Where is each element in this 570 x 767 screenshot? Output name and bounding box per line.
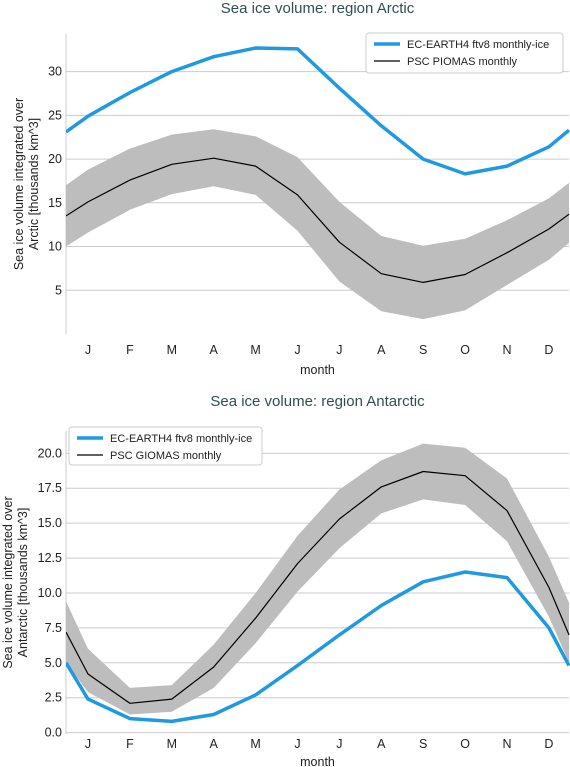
x-tick-label: A bbox=[210, 737, 219, 751]
legend-label: PSC PIOMAS monthly bbox=[407, 56, 518, 68]
y-tick-label: 2.5 bbox=[45, 691, 62, 705]
x-tick-label: F bbox=[126, 343, 134, 357]
x-tick-label: J bbox=[85, 737, 91, 751]
x-tick-label: N bbox=[502, 343, 511, 357]
x-tick-label: F bbox=[126, 737, 134, 751]
legend-label: PSC GIOMAS monthly bbox=[110, 450, 222, 462]
y-tick-label: 10.0 bbox=[38, 586, 62, 600]
y-tick-label: 12.5 bbox=[38, 551, 62, 565]
legend-frame bbox=[68, 426, 263, 466]
legend: EC-EARTH4 ftv8 monthly-ice PSC GIOMAS mon… bbox=[68, 426, 263, 466]
x-tick-label: J bbox=[294, 343, 300, 357]
y-tick-label: 30 bbox=[48, 65, 62, 79]
y-tick-label: 0.0 bbox=[45, 726, 62, 740]
x-axis-label: month bbox=[300, 363, 335, 377]
y-tick-label: 5.0 bbox=[45, 656, 62, 670]
series-line-model bbox=[66, 570, 570, 724]
y-axis-label-line: Sea ice volume integrated over bbox=[1, 496, 15, 668]
x-tick-label: M bbox=[250, 343, 260, 357]
x-tick-label: M bbox=[167, 343, 177, 357]
x-tick-label: O bbox=[460, 343, 470, 357]
x-tick-label: J bbox=[336, 343, 342, 357]
uncertainty-band bbox=[66, 129, 569, 320]
x-tick-label: A bbox=[377, 343, 386, 357]
plot-area bbox=[66, 443, 570, 724]
x-tick-label: J bbox=[85, 343, 91, 357]
x-tick-label: J bbox=[294, 737, 300, 751]
y-tick-label: 17.5 bbox=[38, 481, 62, 495]
legend-label: EC-EARTH4 ftv8 monthly-ice bbox=[407, 39, 549, 51]
x-tick-label: N bbox=[502, 737, 511, 751]
y-tick-label: 20 bbox=[48, 152, 62, 166]
chart-title: Sea ice volume: region Arctic bbox=[221, 0, 415, 17]
x-tick-label: S bbox=[419, 343, 427, 357]
uncertainty-band bbox=[66, 443, 569, 715]
y-tick-label: 15.0 bbox=[38, 516, 62, 530]
x-tick-label: A bbox=[210, 343, 219, 357]
x-tick-label: M bbox=[167, 737, 177, 751]
y-tick-label: 10 bbox=[48, 240, 62, 254]
y-axis-label: Sea ice volume integrated overAntarctic … bbox=[1, 496, 30, 668]
y-axis-label-line: Antarctic [thousands km^3] bbox=[16, 508, 30, 658]
x-tick-label: D bbox=[544, 343, 553, 357]
y-tick-label: 7.5 bbox=[45, 621, 62, 635]
series-line-obs bbox=[66, 470, 570, 704]
x-tick-label: D bbox=[544, 737, 553, 751]
chart-antarctic: Sea ice volume: region Antarctic 0.0 2.5 5.… bbox=[1, 393, 570, 767]
x-tick-label: M bbox=[250, 737, 260, 751]
y-axis-label: Sea ice volume integrated overArctic [th… bbox=[12, 98, 41, 270]
y-tick-label: 15 bbox=[48, 196, 62, 210]
series-line-obs bbox=[66, 157, 570, 283]
legend-frame bbox=[365, 32, 564, 74]
y-axis-label-line: Arctic [thousands km^3] bbox=[27, 118, 41, 250]
x-tick-label: S bbox=[419, 737, 427, 751]
y-tick-label: 5 bbox=[55, 283, 62, 297]
x-tick-label: J bbox=[336, 737, 342, 751]
y-tick-label: 25 bbox=[48, 108, 62, 122]
x-axis-label: month bbox=[300, 755, 335, 767]
series-line-model bbox=[66, 46, 570, 176]
plot-area bbox=[66, 46, 570, 320]
chart-title: Sea ice volume: region Antarctic bbox=[210, 393, 425, 410]
y-axis-label-line: Sea ice volume integrated over bbox=[12, 98, 26, 270]
x-tick-label: O bbox=[460, 737, 470, 751]
y-tick-label: 20.0 bbox=[38, 446, 62, 460]
x-tick-label: A bbox=[377, 737, 386, 751]
chart-arctic: Sea ice volume: region Arctic 5 10 15 20 25 30… bbox=[12, 0, 570, 377]
legend: EC-EARTH4 ftv8 monthly-ice PSC PIOMAS mon… bbox=[365, 32, 564, 74]
legend-label: EC-EARTH4 ftv8 monthly-ice bbox=[110, 433, 252, 445]
